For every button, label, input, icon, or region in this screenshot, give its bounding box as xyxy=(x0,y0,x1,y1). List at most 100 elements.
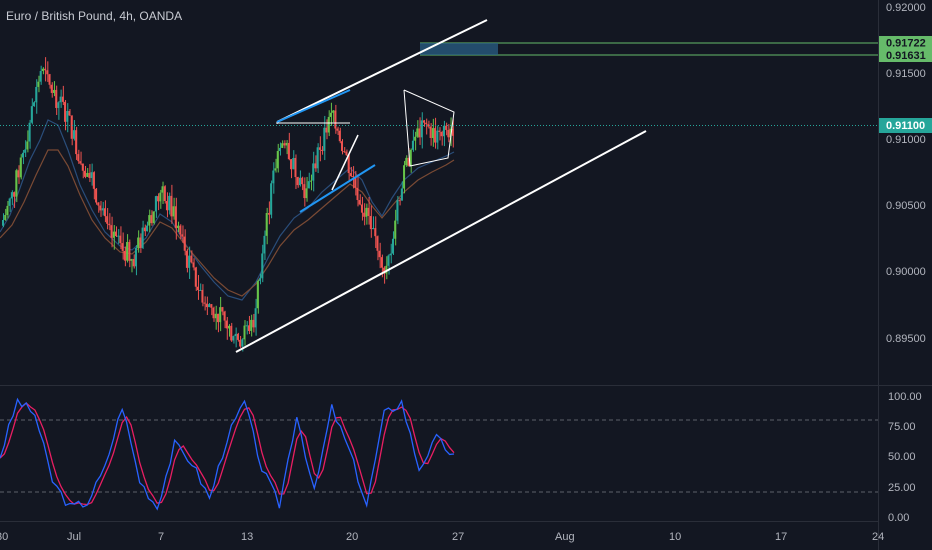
candle-body xyxy=(274,168,277,171)
candle-body xyxy=(360,204,363,213)
candle-body xyxy=(157,196,160,202)
candle-body xyxy=(270,183,273,215)
candle-body xyxy=(325,127,328,133)
candle-body xyxy=(369,215,372,230)
candle-body xyxy=(429,126,432,138)
candle-body xyxy=(143,227,146,232)
candle-body xyxy=(6,205,9,216)
candle-body xyxy=(281,143,284,148)
last-price-badge xyxy=(879,118,932,133)
candle-body xyxy=(391,238,394,254)
candle-body xyxy=(83,170,86,177)
candle-body xyxy=(210,304,213,308)
candle-body xyxy=(403,165,406,189)
candle-body xyxy=(92,172,95,189)
candle-body xyxy=(247,325,250,331)
candle-body xyxy=(389,253,392,256)
stoch-tick-0: 100.00 xyxy=(888,391,922,403)
candle-body xyxy=(343,151,346,153)
candle-body xyxy=(332,110,335,113)
candle-body xyxy=(208,304,211,308)
candle-body xyxy=(234,333,237,337)
candle-body xyxy=(239,339,242,347)
candle-body xyxy=(307,181,310,189)
candle-body xyxy=(194,267,197,287)
candle-body xyxy=(161,186,164,193)
candle-body xyxy=(159,192,162,202)
candle-body xyxy=(101,208,104,211)
flag-upper-line[interactable] xyxy=(276,89,351,123)
candle-body xyxy=(407,157,410,166)
price-candles xyxy=(2,57,454,352)
candle-body xyxy=(55,89,58,108)
candle-body xyxy=(21,152,24,158)
candle-body xyxy=(287,142,290,160)
candle-body xyxy=(179,225,182,235)
candle-body xyxy=(199,289,202,291)
candle-body xyxy=(394,220,397,239)
candle-body xyxy=(15,170,18,197)
candle-body xyxy=(119,235,122,244)
candle-body xyxy=(163,186,166,202)
candle-body xyxy=(130,259,133,261)
candle-body xyxy=(263,235,266,254)
candle-body xyxy=(365,207,368,217)
candle-body xyxy=(225,320,228,329)
candle-body xyxy=(345,151,348,156)
candle-body xyxy=(10,192,13,199)
candle-body xyxy=(380,257,383,268)
candle-body xyxy=(44,68,47,71)
candle-body xyxy=(19,157,22,178)
candle-body xyxy=(387,255,390,266)
candle-body xyxy=(41,68,44,71)
stoch-tick-3: 25.00 xyxy=(888,482,916,494)
candle-body xyxy=(420,120,423,138)
triangle-pattern[interactable] xyxy=(403,89,455,167)
stoch-k-line xyxy=(0,397,455,511)
candle-body xyxy=(374,228,377,237)
candle-body xyxy=(427,124,430,127)
candle-body xyxy=(252,319,255,328)
candle-body xyxy=(70,115,73,139)
candle-body xyxy=(449,128,452,138)
candle-body xyxy=(172,206,175,217)
channel-upper-trendline[interactable] xyxy=(276,19,488,123)
level-badge-lower xyxy=(879,48,932,62)
flag-lower-line[interactable] xyxy=(299,164,376,213)
candle-body xyxy=(438,130,441,132)
candle-body xyxy=(165,201,168,211)
candle-body xyxy=(356,187,359,201)
candle-body xyxy=(425,122,428,125)
candle-body xyxy=(442,125,445,137)
candle-body xyxy=(24,149,27,153)
level-zone xyxy=(420,43,498,55)
candle-body xyxy=(334,110,337,129)
candle-body xyxy=(309,180,312,182)
candle-body xyxy=(190,255,193,263)
ema-slow-line xyxy=(0,149,455,297)
candle-body xyxy=(177,225,180,229)
channel-lower-trendline[interactable] xyxy=(235,130,647,353)
candle-body xyxy=(265,213,268,236)
level-badge-upper-text: 0.91722 xyxy=(886,38,926,50)
time-tick-5: 27 xyxy=(452,531,464,543)
candle-body xyxy=(347,155,350,174)
candle-body xyxy=(121,243,124,251)
candle-body xyxy=(37,81,40,87)
candle-body xyxy=(214,313,217,319)
candle-body xyxy=(52,89,55,93)
candle-body xyxy=(201,289,204,303)
candle-body xyxy=(396,200,399,221)
candle-body xyxy=(221,307,224,312)
candle-body xyxy=(301,177,304,185)
candle-body xyxy=(440,131,443,137)
candle-body xyxy=(88,172,91,178)
candle-body xyxy=(48,74,51,85)
candle-body xyxy=(64,101,67,122)
time-tick-4: 20 xyxy=(346,531,358,543)
candle-body xyxy=(230,325,233,341)
candle-body xyxy=(86,172,89,177)
candle-body xyxy=(341,141,343,152)
candle-body xyxy=(117,235,120,237)
